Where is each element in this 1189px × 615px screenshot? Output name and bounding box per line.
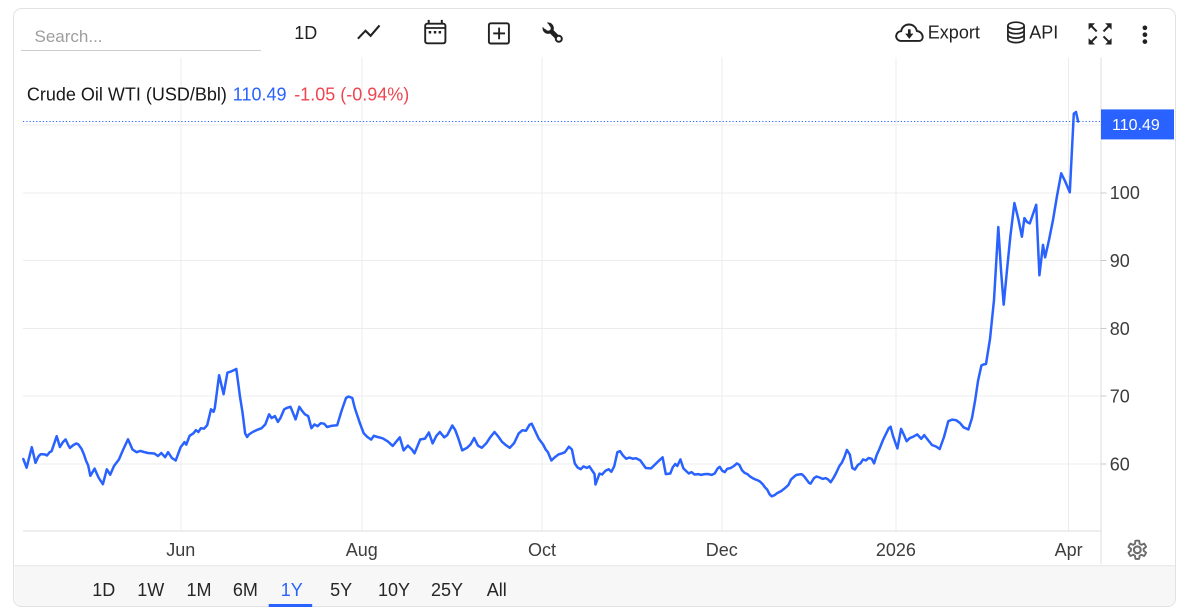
svg-text:80: 80 xyxy=(1110,319,1130,339)
svg-text:110.49: 110.49 xyxy=(233,84,287,104)
svg-text:1D: 1D xyxy=(92,580,115,600)
svg-text:1D: 1D xyxy=(294,23,317,43)
svg-text:25Y: 25Y xyxy=(431,580,463,600)
svg-text:2026: 2026 xyxy=(876,540,916,560)
svg-text:110.49: 110.49 xyxy=(1112,117,1160,134)
svg-text:Dec: Dec xyxy=(706,540,738,560)
svg-text:Export: Export xyxy=(928,23,980,43)
svg-text:1M: 1M xyxy=(186,580,211,600)
svg-text:-1.05 (-0.94%): -1.05 (-0.94%) xyxy=(294,84,409,104)
svg-text:70: 70 xyxy=(1110,387,1130,407)
svg-text:60: 60 xyxy=(1110,454,1130,474)
svg-text:100: 100 xyxy=(1110,183,1140,203)
svg-text:6M: 6M xyxy=(233,580,258,600)
svg-text:Jun: Jun xyxy=(166,540,195,560)
svg-text:1W: 1W xyxy=(137,580,164,600)
svg-text:API: API xyxy=(1029,23,1058,43)
svg-text:Aug: Aug xyxy=(346,540,378,560)
svg-text:Oct: Oct xyxy=(528,540,556,560)
svg-text:Crude Oil WTI (USD/Bbl): Crude Oil WTI (USD/Bbl) xyxy=(27,84,227,104)
svg-text:Apr: Apr xyxy=(1055,540,1083,560)
svg-text:All: All xyxy=(487,580,507,600)
svg-text:10Y: 10Y xyxy=(378,580,410,600)
svg-text:90: 90 xyxy=(1110,251,1130,271)
svg-text:Search...: Search... xyxy=(35,27,103,46)
svg-text:5Y: 5Y xyxy=(330,580,352,600)
svg-text:1Y: 1Y xyxy=(281,580,303,600)
